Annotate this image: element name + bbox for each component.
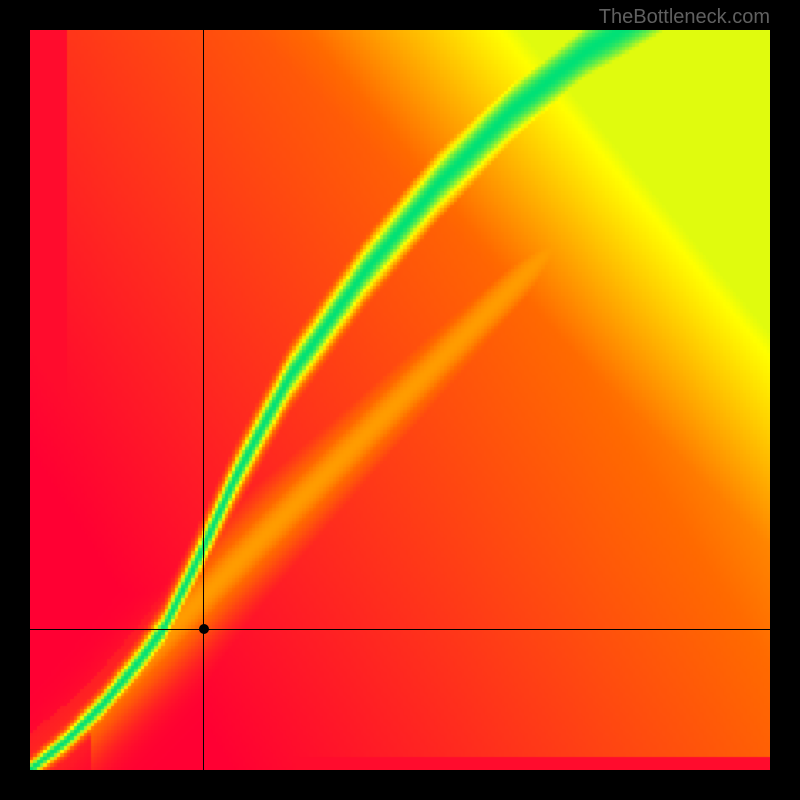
watermark-text: TheBottleneck.com xyxy=(599,6,770,29)
crosshair-horizontal xyxy=(30,629,770,630)
heatmap-plot xyxy=(30,30,770,770)
crosshair-marker xyxy=(199,624,209,634)
crosshair-vertical xyxy=(203,30,204,770)
heatmap-canvas xyxy=(30,30,770,770)
